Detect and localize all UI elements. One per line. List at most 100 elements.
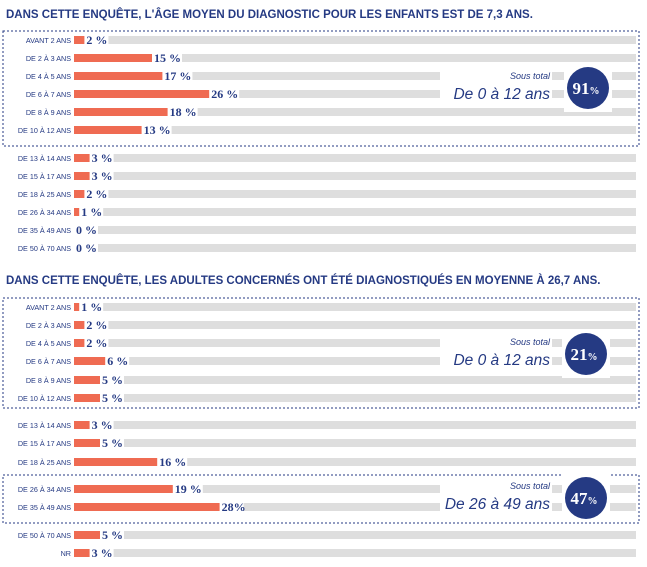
bar-row: DE 8 À 9 ANS 5 % <box>26 373 636 387</box>
bar-row: NR 3 % <box>61 546 637 560</box>
bar-track <box>192 72 636 80</box>
subtotal-backdrop <box>440 338 552 368</box>
bar-row: DE 6 À 7 ANS 6 % <box>26 354 636 368</box>
bar-track <box>108 339 636 347</box>
subtotal-frame <box>2 474 640 524</box>
subtotal-backdrop <box>440 482 552 512</box>
value-label: 26 % <box>211 87 238 101</box>
bar-row: DE 15 À 17 ANS 5 % <box>18 436 636 450</box>
subtotal-frame <box>2 297 640 409</box>
bar-track <box>103 303 636 311</box>
category-label: DE 35 À 49 ANS <box>18 503 71 512</box>
bar-row: DE 26 À 34 ANS 19 % <box>18 482 637 496</box>
category-label: DE 50 À 70 ANS <box>18 244 71 253</box>
bar-track <box>113 421 637 429</box>
subtotal-unit: % <box>588 496 598 507</box>
bar-track <box>182 54 636 62</box>
bar <box>74 394 100 402</box>
bar <box>74 503 220 511</box>
bar-track <box>124 439 636 447</box>
bar-row: DE 50 À 70 ANS 5 % <box>18 528 636 542</box>
subtotal-unit: % <box>588 352 598 363</box>
bar-row: DE 4 À 5 ANS 2 % <box>26 336 636 350</box>
value-label: 17 % <box>164 69 191 83</box>
bar-track <box>98 226 636 234</box>
category-label: DE 10 À 12 ANS <box>18 126 71 135</box>
subtotal-frame <box>2 30 640 147</box>
category-label: DE 4 À 5 ANS <box>26 339 71 348</box>
bar <box>74 90 210 98</box>
value-label: 2 % <box>86 336 107 350</box>
value-label: 16 % <box>159 455 186 469</box>
category-label: DE 13 À 14 ANS <box>18 154 71 163</box>
bar <box>74 439 100 447</box>
bar-track <box>124 394 636 402</box>
value-label: 19 % <box>175 482 202 496</box>
value-label: 13 % <box>144 123 171 137</box>
category-label: NR <box>61 549 71 558</box>
subtotal-label: Sous total <box>510 337 551 347</box>
value-label: 1 % <box>81 300 102 314</box>
bar-row: DE 2 À 3 ANS 15 % <box>26 51 636 65</box>
subtotal-range: De 0 à 12 ans <box>453 352 550 369</box>
category-label: DE 50 À 70 ANS <box>18 531 71 540</box>
category-label: AVANT 2 ANS <box>26 36 71 45</box>
category-label: DE 35 À 49 ANS <box>18 226 71 235</box>
bar-track <box>129 357 636 365</box>
bar-track <box>98 244 636 252</box>
subtotal-label: Sous total <box>510 481 551 491</box>
bar <box>74 421 90 429</box>
bar <box>74 208 80 216</box>
category-label: AVANT 2 ANS <box>26 303 71 312</box>
subtotal-number: 47 <box>571 489 589 508</box>
category-label: DE 15 À 17 ANS <box>18 172 71 181</box>
value-label: 1 % <box>81 205 102 219</box>
value-label: 3 % <box>92 418 113 432</box>
chart-1: DANS CETTE ENQUÊTE, L'ÂGE MOYEN DU DIAGN… <box>2 8 640 255</box>
category-label: DE 8 À 9 ANS <box>26 108 71 117</box>
bar-track <box>113 549 637 557</box>
value-label: 2 % <box>86 33 107 47</box>
subtotal-value: 21% <box>571 345 598 364</box>
bar <box>74 485 173 493</box>
subtotal-number: 91 <box>573 79 590 98</box>
value-label: 15 % <box>154 51 181 65</box>
value-label: 28% <box>222 500 246 514</box>
value-label: 18 % <box>170 105 197 119</box>
category-label: DE 8 À 9 ANS <box>26 376 71 385</box>
bar <box>74 531 100 539</box>
bar <box>74 357 106 365</box>
category-label: DE 10 À 12 ANS <box>18 394 71 403</box>
value-label: 5 % <box>102 391 123 405</box>
value-label: 5 % <box>102 436 123 450</box>
subtotal-number: 21 <box>571 345 588 364</box>
bar-row: DE 4 À 5 ANS 17 % <box>26 69 636 83</box>
bar <box>74 172 90 180</box>
value-label: 2 % <box>86 318 107 332</box>
bar-track <box>108 36 636 44</box>
bar-track <box>113 172 637 180</box>
category-label: DE 18 À 25 ANS <box>18 458 71 467</box>
bar-row: DE 35 À 49 ANS 28% <box>18 500 636 514</box>
bar-row: DE 18 À 25 ANS 2 % <box>18 187 636 201</box>
subtotal-circle <box>565 333 607 375</box>
category-label: DE 6 À 7 ANS <box>26 90 71 99</box>
bar-row: DE 6 À 7 ANS 26 % <box>26 87 636 101</box>
subtotal-backdrop <box>440 72 552 102</box>
category-label: DE 26 À 34 ANS <box>18 208 71 217</box>
bar-track <box>171 126 636 134</box>
bar-row: DE 18 À 25 ANS 16 % <box>18 455 636 469</box>
subtotal-circle <box>565 477 607 519</box>
bar-track <box>187 458 636 466</box>
bar <box>74 190 85 198</box>
bar <box>74 54 152 62</box>
bar-row: DE 15 À 17 ANS 3 % <box>18 169 637 183</box>
bar <box>74 303 80 311</box>
bar-track <box>124 531 636 539</box>
subtotal-label: Sous total <box>510 71 551 81</box>
bar <box>74 72 163 80</box>
bar-row: DE 8 À 9 ANS 18 % <box>26 105 636 119</box>
bar-row: DE 13 À 14 ANS 3 % <box>18 151 637 165</box>
subtotal-range: De 26 à 49 ans <box>445 496 550 513</box>
